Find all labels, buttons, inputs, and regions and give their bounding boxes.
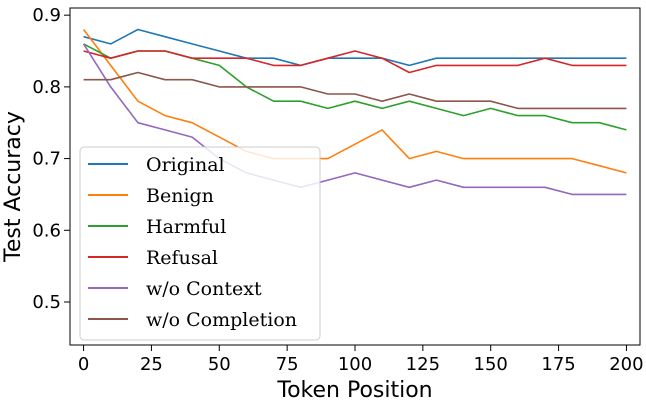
x-tick-label: 25	[140, 354, 163, 375]
series-line-2	[83, 43, 627, 131]
plot-frame	[69, 7, 641, 346]
legend-box	[79, 146, 321, 341]
series-line-4	[82, 43, 627, 196]
y-tick-label: 0.5	[32, 292, 61, 313]
series-layer	[82, 28, 627, 196]
ticks-layer: 0 25 50 75 100 125 150 175 200 0.5 0.6 0.7 0.8 0.9	[32, 5, 643, 375]
x-tick-label: 150	[474, 354, 508, 375]
series-line-3	[83, 50, 627, 74]
y-tick-label: 0.6	[32, 220, 61, 241]
legend-entry-3: Refusal	[146, 247, 218, 269]
legend-entry-4: w/o Context	[146, 278, 262, 300]
x-tick-label: 50	[208, 354, 231, 375]
y-axis-label: Test Accuracy	[1, 111, 26, 263]
y-tick-label: 0.8	[32, 77, 61, 98]
y-tick-label: 0.7	[32, 149, 61, 170]
legend-entry-1: Benign	[146, 185, 214, 207]
series-line-1	[82, 29, 627, 174]
legend-entry-5: w/o Completion	[146, 309, 297, 331]
x-tick-label: 175	[541, 354, 575, 375]
x-tick-label: 75	[276, 354, 299, 375]
legend-entry-2: Harmful	[146, 216, 226, 238]
x-tick-label: 200	[609, 354, 643, 375]
legend: Original Benign Harmful Refusal w/o Context w…	[79, 146, 321, 341]
x-axis-label: Token Position	[276, 378, 432, 403]
y-tick-label: 0.9	[32, 5, 61, 26]
x-tick-label: 125	[406, 354, 440, 375]
x-tick-label: 0	[78, 354, 89, 375]
legend-entry-0: Original	[146, 154, 225, 176]
series-line-0	[83, 28, 627, 67]
series-line-5	[83, 71, 627, 110]
x-tick-label: 100	[338, 354, 372, 375]
